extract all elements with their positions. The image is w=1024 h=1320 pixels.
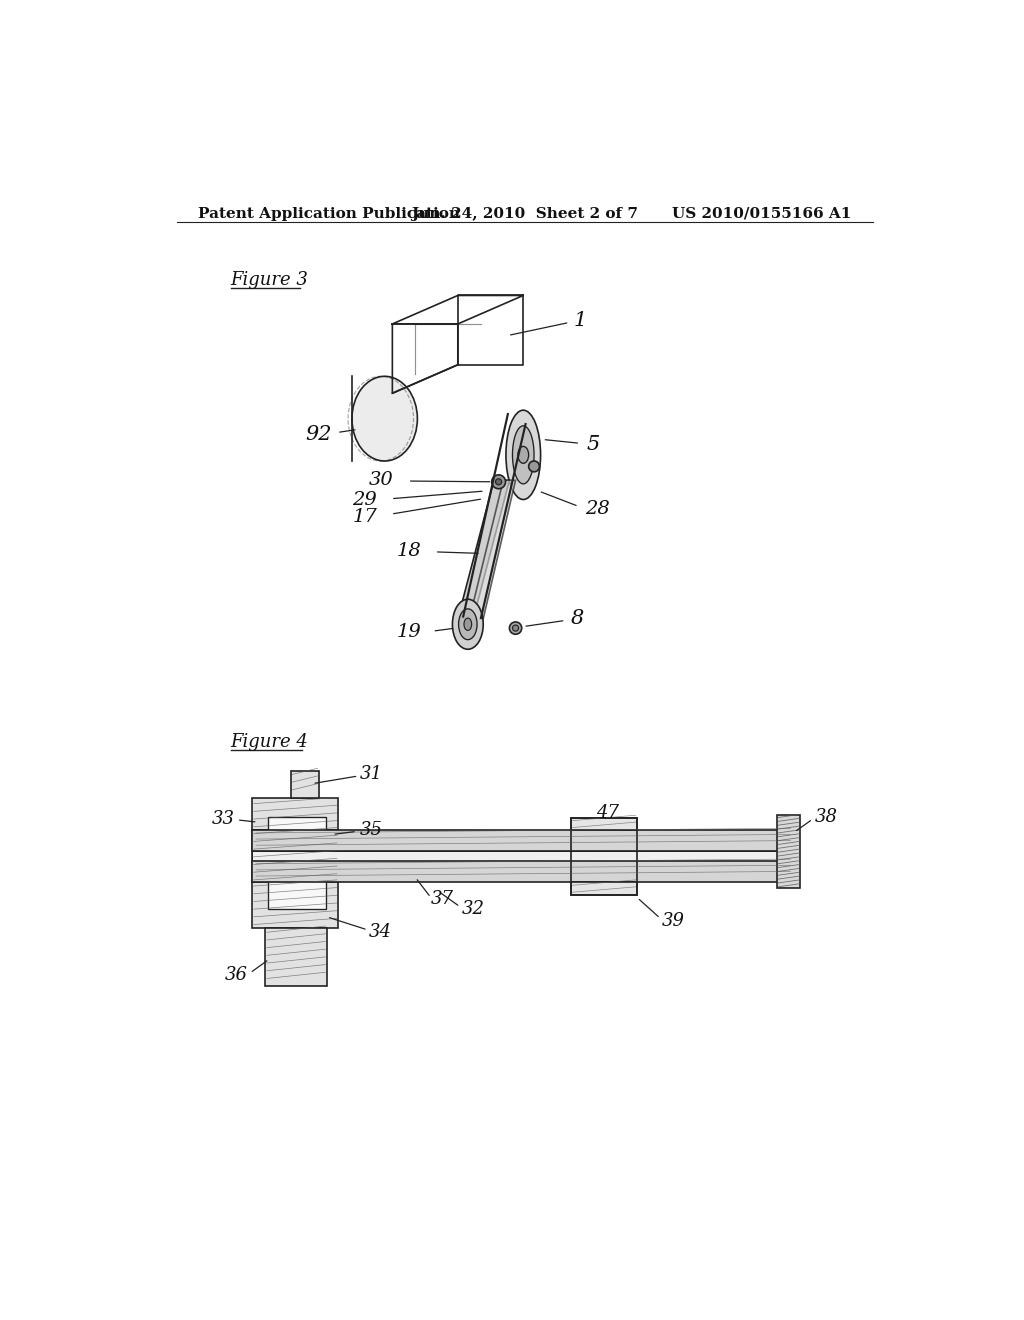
Ellipse shape [352, 376, 418, 461]
Circle shape [496, 479, 502, 484]
Circle shape [512, 626, 518, 631]
Ellipse shape [453, 599, 483, 649]
Text: 37: 37 [431, 890, 454, 908]
Bar [291, 771, 319, 797]
Text: 29: 29 [352, 491, 377, 508]
Text: 32: 32 [462, 900, 484, 919]
Text: 17: 17 [352, 508, 377, 527]
Circle shape [509, 622, 521, 635]
Bar [571, 817, 637, 895]
Ellipse shape [518, 446, 528, 463]
Bar [252, 830, 795, 851]
Text: 18: 18 [397, 543, 422, 560]
Text: Jun. 24, 2010  Sheet 2 of 7: Jun. 24, 2010 Sheet 2 of 7 [412, 207, 638, 220]
Circle shape [492, 475, 506, 488]
Text: 30: 30 [369, 471, 394, 490]
Ellipse shape [506, 411, 541, 499]
Text: 34: 34 [370, 923, 392, 941]
Text: US 2010/0155166 A1: US 2010/0155166 A1 [672, 207, 851, 220]
Text: 92: 92 [306, 425, 333, 444]
Bar [252, 797, 339, 830]
Ellipse shape [512, 426, 535, 484]
Text: 31: 31 [360, 766, 383, 783]
Ellipse shape [459, 609, 477, 640]
Polygon shape [469, 480, 515, 619]
Text: 8: 8 [571, 610, 585, 628]
Bar [252, 861, 795, 882]
Text: 19: 19 [397, 623, 422, 642]
Text: 33: 33 [212, 810, 234, 828]
Bar [252, 882, 339, 928]
Circle shape [528, 461, 540, 471]
Bar [571, 817, 637, 830]
Text: Figure 4: Figure 4 [230, 733, 308, 751]
Bar [265, 928, 327, 986]
Text: 5: 5 [587, 436, 600, 454]
Bar [267, 817, 326, 909]
Text: 36: 36 [224, 966, 248, 983]
Bar [252, 851, 795, 861]
Text: 28: 28 [585, 500, 609, 517]
Text: 35: 35 [360, 821, 383, 838]
Bar [777, 816, 801, 888]
Text: 1: 1 [573, 310, 587, 330]
Text: Figure 3: Figure 3 [230, 271, 308, 289]
Ellipse shape [464, 618, 472, 631]
Text: 47: 47 [596, 804, 620, 822]
Text: Patent Application Publication: Patent Application Publication [199, 207, 461, 220]
Polygon shape [458, 480, 509, 619]
Text: 38: 38 [814, 808, 838, 826]
Text: 39: 39 [662, 912, 685, 929]
Bar [252, 830, 339, 882]
Bar [571, 882, 637, 895]
Polygon shape [483, 847, 492, 855]
